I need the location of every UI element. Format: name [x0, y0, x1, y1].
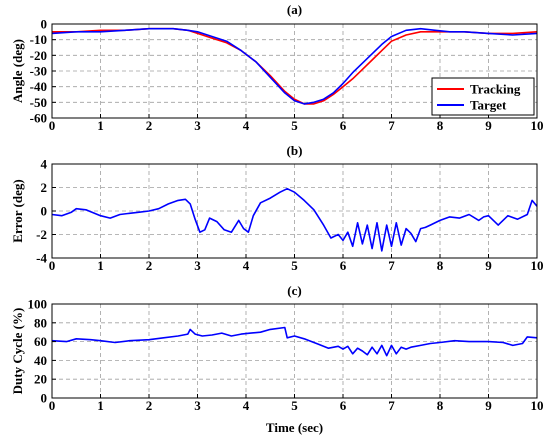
- x-tick-label: 1: [97, 118, 104, 133]
- y-tick-label: 20: [34, 372, 47, 387]
- x-tick-label: 0: [49, 118, 56, 133]
- y-tick-label: -40: [30, 79, 47, 94]
- x-tick-label: 10: [531, 398, 544, 413]
- x-tick-label: 9: [485, 258, 492, 273]
- x-tick-label: 5: [291, 258, 298, 273]
- x-tick-label: 8: [437, 258, 444, 273]
- series-line: [51, 187, 538, 252]
- y-tick-label: -20: [30, 48, 47, 63]
- x-tick-label: 1: [97, 398, 104, 413]
- y-axis-label: Error (deg): [10, 179, 25, 242]
- target-series-line: [51, 27, 538, 105]
- x-axis-label: Time (sec): [266, 420, 323, 435]
- y-tick-label: 100: [28, 297, 48, 312]
- panel-title: (b): [287, 143, 303, 158]
- y-axis-label: Duty Cycle (%): [10, 308, 25, 395]
- x-tick-label: 2: [146, 258, 153, 273]
- y-tick-label: 4: [41, 157, 48, 172]
- x-tick-label: 3: [194, 118, 201, 133]
- legend-box: [431, 77, 535, 116]
- y-tick-label: -60: [30, 111, 47, 126]
- tracking-legend-label: Tracking: [470, 82, 521, 97]
- y-axis-label: Angle (deg): [10, 39, 25, 103]
- y-tick-label: 2: [41, 180, 48, 195]
- x-tick-label: 4: [243, 398, 250, 413]
- x-tick-label: 5: [291, 398, 298, 413]
- x-tick-label: 8: [437, 118, 444, 133]
- x-tick-label: 0: [49, 398, 56, 413]
- x-tick-label: 7: [388, 258, 395, 273]
- y-tick-label: -30: [30, 64, 47, 79]
- x-tick-label: 10: [531, 258, 544, 273]
- x-tick-label: 6: [340, 258, 347, 273]
- y-tick-label: -2: [36, 227, 47, 242]
- y-tick-label: 0: [41, 17, 48, 32]
- x-tick-label: 9: [485, 118, 492, 133]
- panel-title: (c): [287, 283, 301, 298]
- x-tick-label: 10: [531, 118, 544, 133]
- y-tick-label: 80: [34, 315, 47, 330]
- x-tick-label: 2: [146, 398, 153, 413]
- x-tick-label: 4: [243, 258, 250, 273]
- x-tick-label: 8: [437, 398, 444, 413]
- x-tick-label: 7: [388, 118, 395, 133]
- target-legend-label: Target: [470, 98, 507, 113]
- panel-title: (a): [287, 2, 302, 17]
- y-tick-label: 40: [34, 353, 47, 368]
- angle-panel: 0 1 2 3 4 5 6 7 8 9 100-10-20-30-40-50-60(a)Angle …: [10, 2, 544, 133]
- y-tick-label: -10: [30, 32, 47, 47]
- series-line: [51, 326, 538, 357]
- x-tick-label: 4: [243, 118, 250, 133]
- y-tick-label: 0: [41, 391, 48, 406]
- x-tick-label: 9: [485, 398, 492, 413]
- y-tick-label: -4: [36, 251, 47, 266]
- y-tick-label: -50: [30, 95, 47, 110]
- x-tick-label: 6: [340, 118, 347, 133]
- y-tick-label: 60: [34, 334, 47, 349]
- y-tick-label: 0: [41, 204, 48, 219]
- x-tick-label: 0: [49, 258, 56, 273]
- x-tick-label: 5: [291, 118, 298, 133]
- x-tick-label: 3: [194, 258, 201, 273]
- x-tick-label: 3: [194, 398, 201, 413]
- error-panel: 0 1 2 3 4 5 6 7 8 9 10 4 2 0 -2 -4 (b) Error (deg): [10, 143, 544, 273]
- x-tick-label: 7: [388, 398, 395, 413]
- x-tick-label: 6: [340, 398, 347, 413]
- x-tick-label: 1: [97, 258, 104, 273]
- x-tick-label: 2: [146, 118, 153, 133]
